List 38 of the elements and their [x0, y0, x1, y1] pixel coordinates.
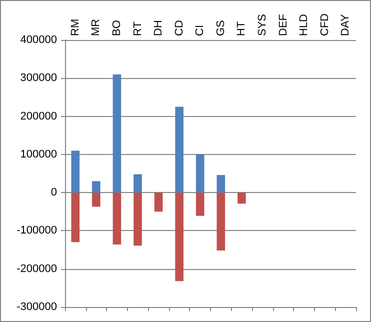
x-tick-label: BO: [110, 20, 123, 36]
y-tick-label: 100000: [20, 148, 57, 160]
y-tick-label: 400000: [20, 34, 57, 46]
bar: [216, 192, 226, 251]
x-tick-label: GS: [214, 20, 227, 36]
y-tick-label: 200000: [20, 110, 57, 122]
y-tick-label: 300000: [20, 72, 57, 84]
bar: [92, 181, 100, 193]
bar: [175, 106, 184, 193]
x-tick-label: HLD: [298, 14, 310, 36]
bar: [238, 192, 246, 204]
x-tick-label: MR: [90, 18, 102, 36]
y-tick-label: -300000: [16, 301, 57, 313]
y-tick-label: -200000: [16, 262, 57, 275]
bar: [71, 192, 80, 242]
bar: [196, 154, 204, 193]
bar: [71, 150, 80, 193]
x-tick-label: RM: [69, 18, 82, 36]
x-tick-label: SYS: [256, 14, 268, 36]
y-tick-label: -100000: [16, 224, 57, 237]
y-tick-label: 0: [50, 186, 57, 199]
bar: [196, 192, 204, 216]
bar: [134, 174, 142, 193]
x-tick-label: CFD: [318, 13, 331, 36]
bar: [154, 192, 163, 212]
bar: [92, 192, 100, 207]
x-tick-label: HT: [236, 21, 248, 36]
bar: [134, 192, 142, 246]
x-tick-label: DAY: [340, 14, 352, 36]
bar: [112, 74, 122, 193]
bar: [216, 175, 226, 193]
x-tick-label: RT: [132, 21, 144, 36]
x-tick-label: DEF: [277, 14, 290, 36]
bar: [112, 192, 122, 244]
x-tick-label: DH: [152, 20, 165, 36]
bar: [175, 192, 184, 282]
x-tick-label: CD: [173, 20, 186, 36]
x-tick-label: CI: [194, 25, 206, 36]
